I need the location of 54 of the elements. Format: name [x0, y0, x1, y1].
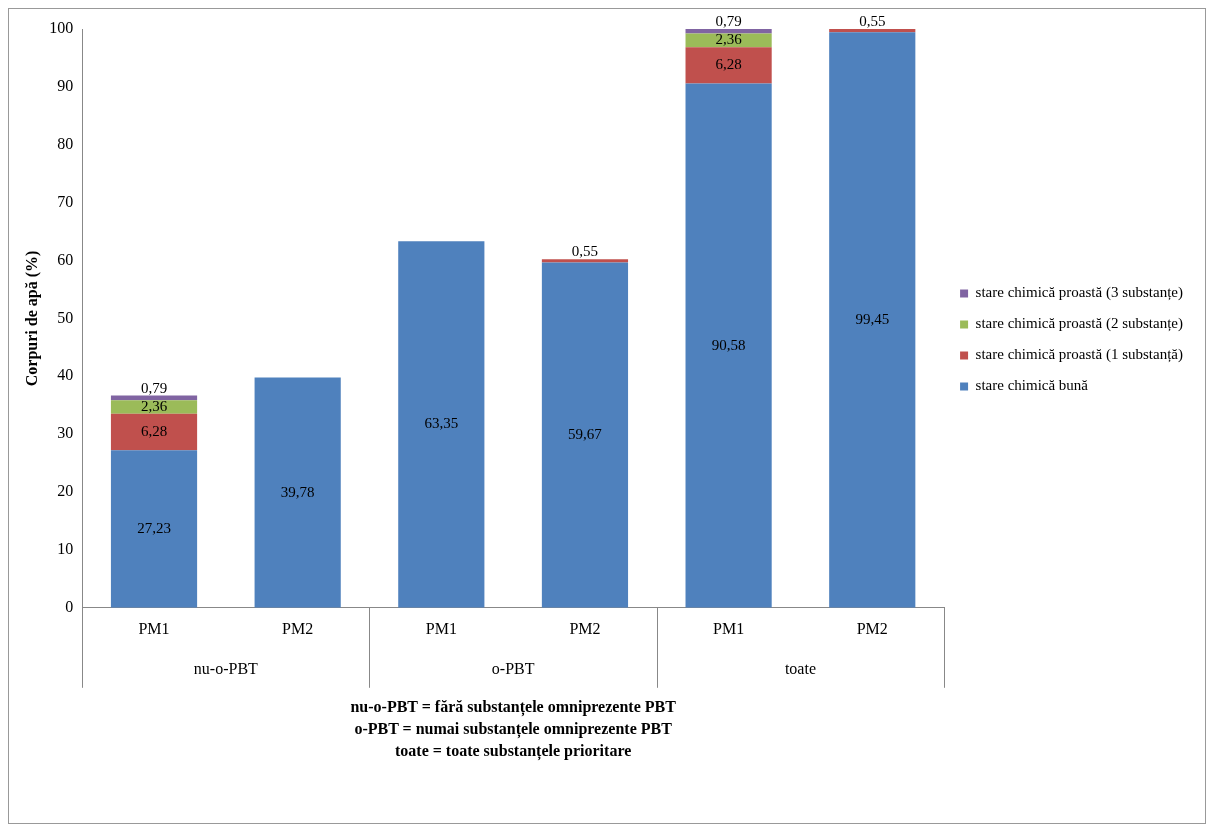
bar [110, 413, 198, 451]
y-tick-label: 40 [57, 366, 74, 384]
text: nu-o-PBT [193, 660, 259, 677]
bar [829, 29, 916, 33]
legend-label: stare chimică proastă (2 substanțe) [975, 315, 1183, 333]
bar [685, 29, 772, 34]
bar [541, 259, 629, 263]
bar [685, 47, 772, 84]
bar [541, 262, 629, 608]
y-tick-label: 10 [57, 540, 74, 558]
y-tick-label: 100 [49, 19, 74, 37]
bar [829, 32, 916, 608]
x-tick-label: PM2 [856, 619, 888, 637]
legend-label: stare chimică proastă (1 substanță) [975, 346, 1183, 364]
data-label: 6,28 [715, 56, 742, 73]
data-label: 59,67 [568, 426, 603, 443]
data-label: 2,36 [715, 31, 743, 48]
bar [254, 377, 341, 608]
data-label: 0,55 [859, 12, 886, 29]
legend-label: stare chimică bună [975, 377, 1089, 394]
text: toate [784, 660, 816, 677]
data-label: 99,45 [855, 310, 890, 327]
x-tick-label: PM2 [282, 619, 314, 637]
data-label: 0,79 [140, 379, 168, 396]
bar [110, 400, 198, 414]
data-label: 0,79 [715, 12, 742, 29]
y-tick-label: 20 [57, 482, 74, 500]
x-tick-label: PM1 [713, 619, 745, 637]
data-label: 0,55 [571, 243, 599, 260]
x-tick-label: PM1 [138, 619, 170, 637]
text: nu-o-PBT = fără substanțele omniprezente PBT [350, 697, 677, 717]
y-tick-label: 30 [57, 424, 74, 442]
bar [685, 83, 772, 608]
text: o-PBT [491, 660, 535, 677]
data-label: 27,23 [137, 519, 171, 536]
x-tick-label: PM1 [425, 619, 457, 637]
bar [398, 241, 485, 608]
data-label: 90,58 [711, 336, 746, 353]
legend-label: stare chimică proastă (3 substanțe) [975, 284, 1183, 302]
y-tick-label: 70 [57, 192, 74, 210]
y-tick-label: 80 [57, 134, 74, 152]
y-tick-label: 60 [57, 250, 74, 268]
y-axis-title: Corpuri de apă (%) [22, 250, 41, 387]
data-label: 63,35 [424, 415, 459, 432]
data-label: 6,28 [140, 422, 168, 439]
data-label: 39,78 [280, 483, 315, 500]
x-tick-label: PM2 [569, 619, 601, 637]
text: o-PBT = numai substanțele omniprezente PBT [354, 719, 673, 739]
y-tick-label: 0 [65, 598, 74, 615]
y-tick-label: 90 [57, 77, 74, 95]
data-label: 2,36 [140, 397, 168, 414]
bar [110, 450, 198, 608]
y-tick-label: 50 [57, 308, 74, 326]
text: toate = toate substanțele prioritare [394, 741, 632, 761]
